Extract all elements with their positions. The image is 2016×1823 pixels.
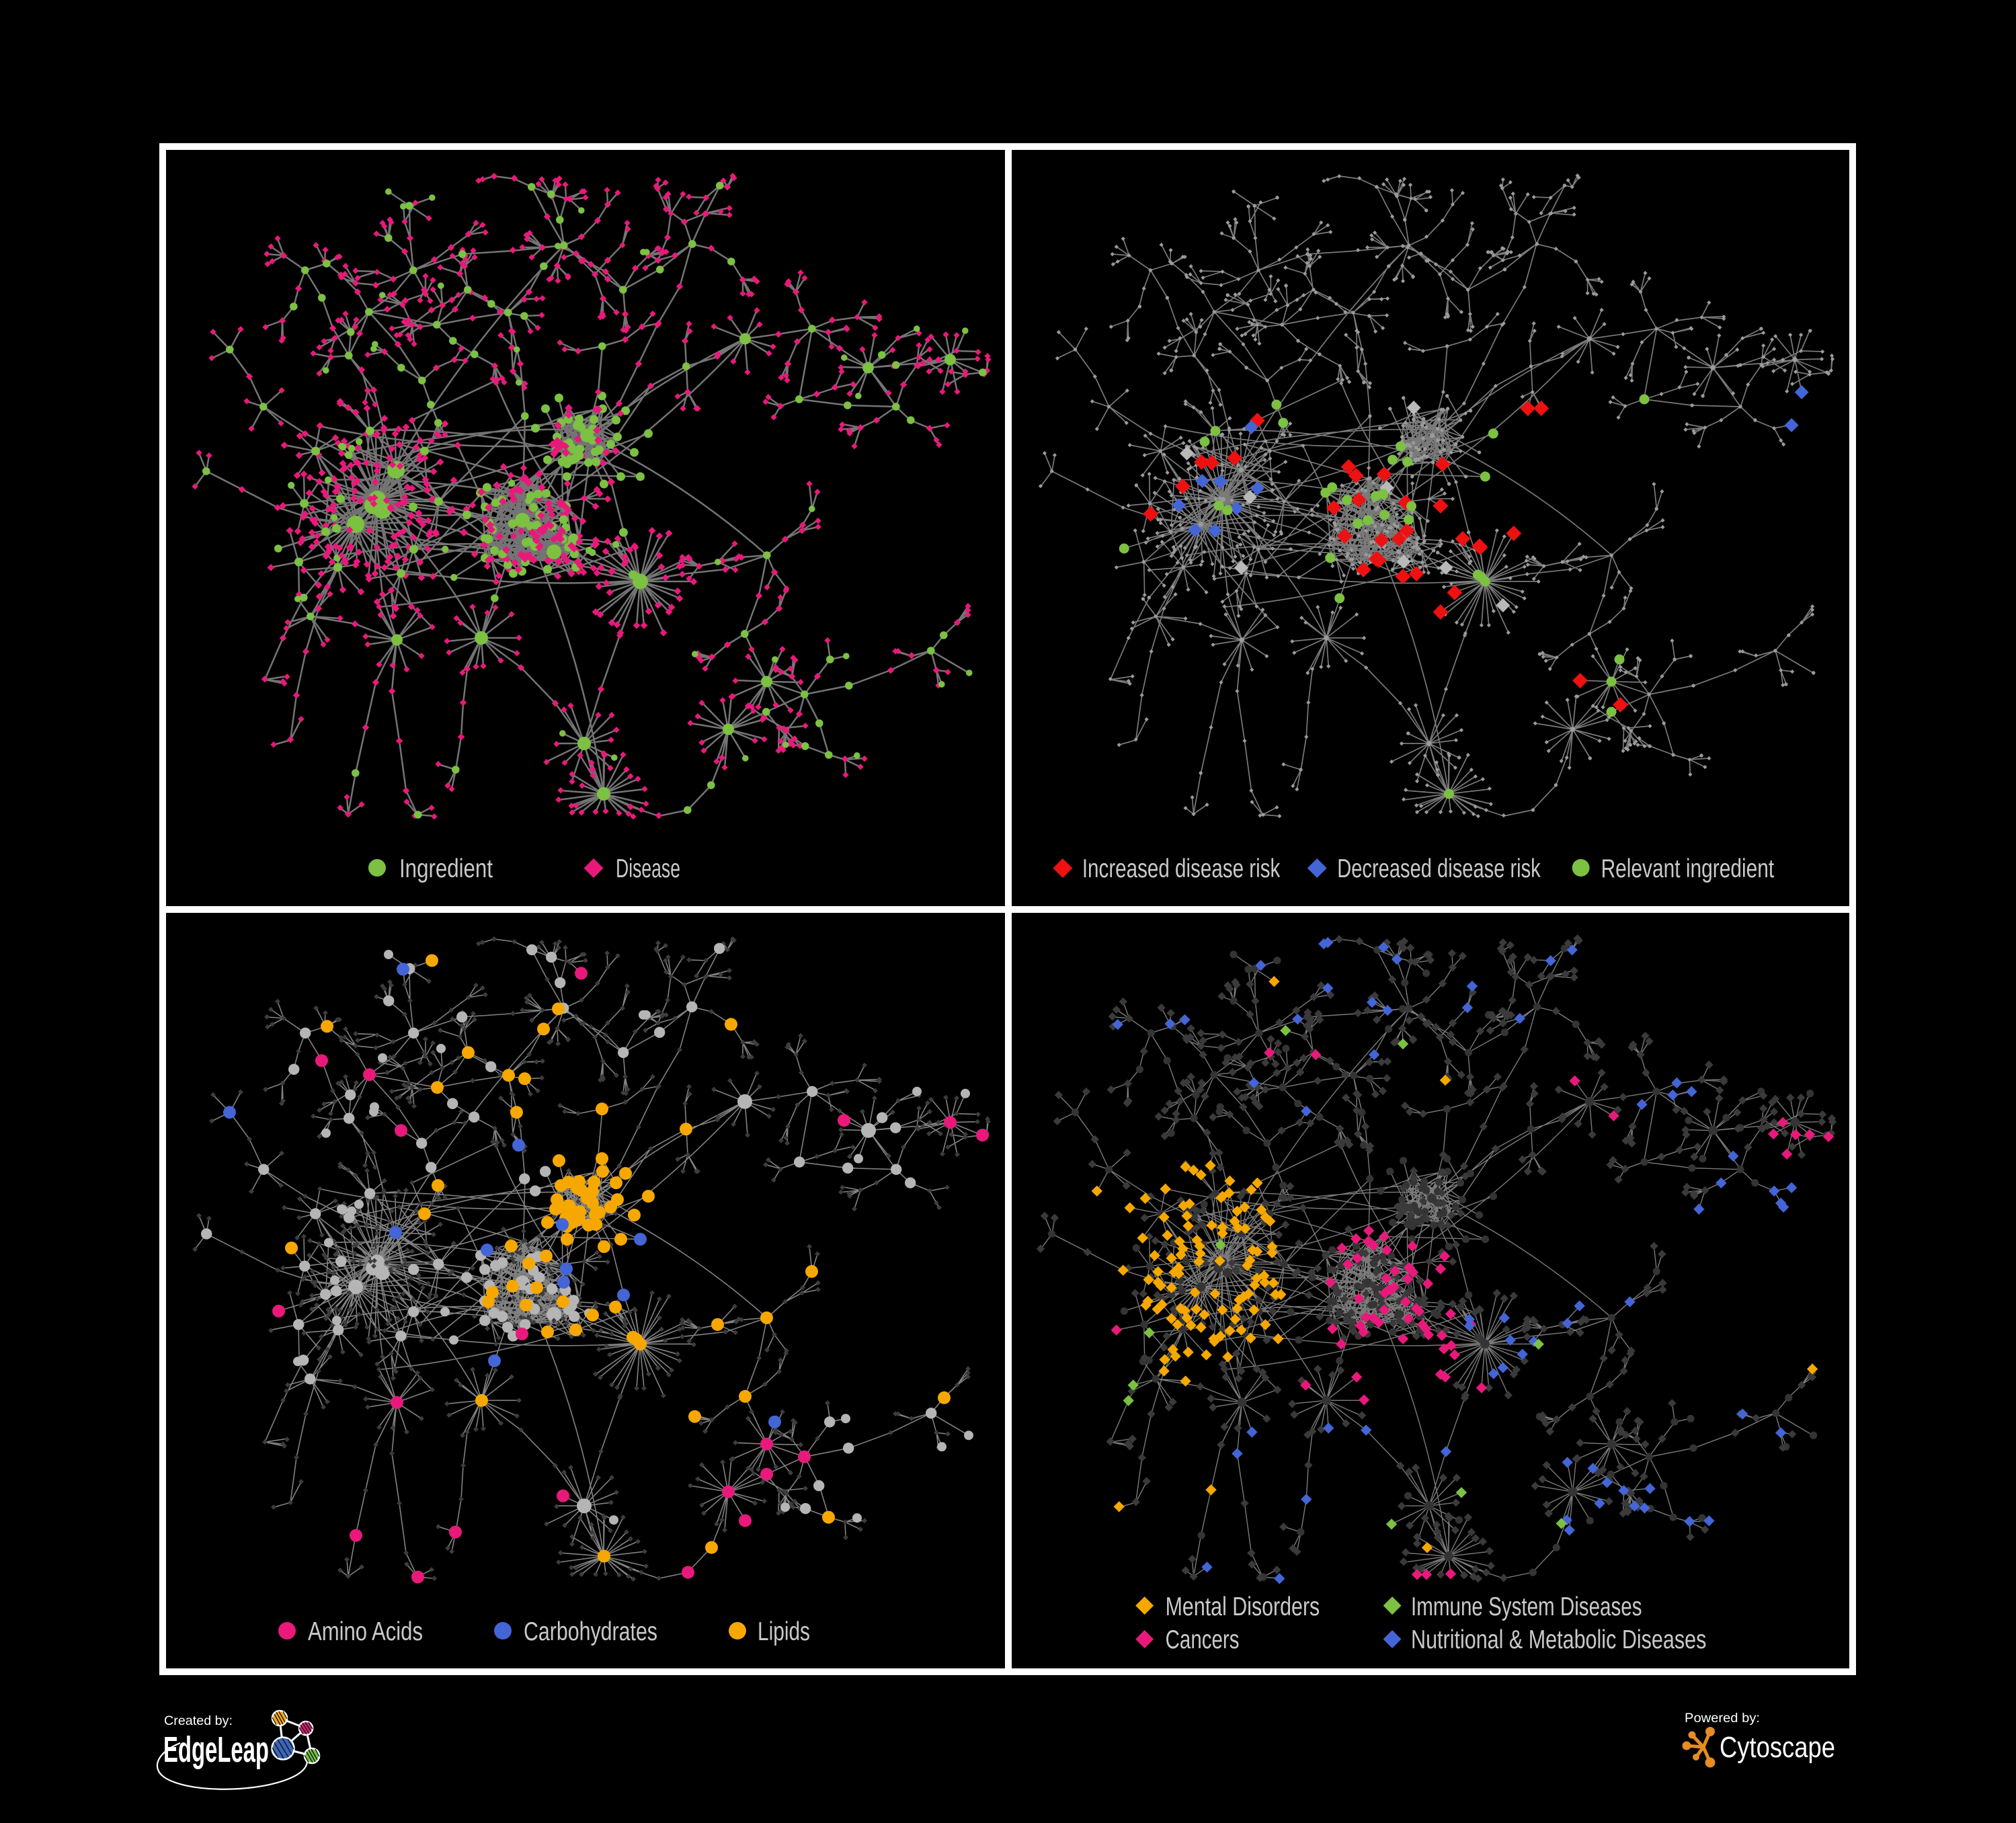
svg-text:Carbohydrates: Carbohydrates — [524, 1617, 657, 1646]
svg-text:Ingredient: Ingredient — [399, 854, 493, 883]
svg-text:Amino Acids: Amino Acids — [308, 1617, 423, 1646]
svg-text:Increased disease risk: Increased disease risk — [1082, 854, 1281, 883]
svg-text:Powered by:: Powered by: — [1685, 1711, 1760, 1726]
svg-text:Decreased disease risk: Decreased disease risk — [1337, 854, 1541, 883]
svg-text:Cancers: Cancers — [1166, 1625, 1240, 1654]
svg-text:Lipids: Lipids — [758, 1617, 810, 1646]
svg-text:Mental Disorders: Mental Disorders — [1166, 1592, 1320, 1621]
svg-text:Immune System Diseases: Immune System Diseases — [1411, 1592, 1642, 1621]
svg-text:Nutritional & Metabolic Diseas: Nutritional & Metabolic Diseases — [1411, 1625, 1706, 1654]
svg-text:EdgeLeap: EdgeLeap — [163, 1730, 269, 1770]
svg-text:Created by:: Created by: — [164, 1713, 233, 1728]
svg-text:Disease: Disease — [616, 854, 680, 883]
svg-text:Cytoscape: Cytoscape — [1720, 1731, 1835, 1764]
svg-text:Relevant ingredient: Relevant ingredient — [1601, 854, 1775, 883]
